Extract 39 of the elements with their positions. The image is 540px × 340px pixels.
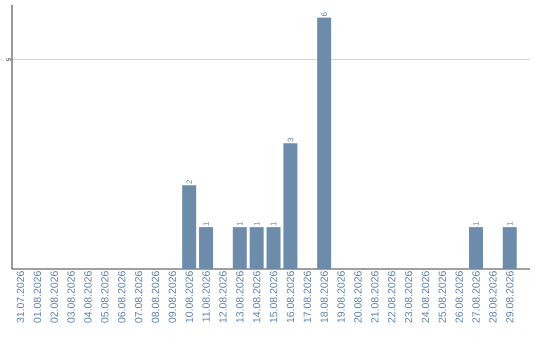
x-tick-label: 27.08.2026 bbox=[472, 271, 480, 323]
x-tick-label: 10.08.2026 bbox=[185, 271, 193, 322]
x-tick-label: 20.08.2026 bbox=[354, 271, 362, 323]
x-tick-label: 28.08.2026 bbox=[489, 271, 497, 323]
x-tick-label: 16.08.2026 bbox=[286, 271, 294, 322]
x-tick-label: 09.08.2026 bbox=[168, 271, 176, 323]
x-tick-label: 07.08.2026 bbox=[134, 271, 142, 323]
bar bbox=[232, 227, 247, 269]
x-tick-label: 15.08.2026 bbox=[270, 271, 278, 322]
bar bbox=[266, 227, 281, 269]
x-tick-label: 17.08.2026 bbox=[304, 271, 311, 322]
bar bbox=[182, 185, 196, 269]
x-tick-label: 11.08.2026 bbox=[202, 271, 210, 322]
x-tick-label: 13.08.2026 bbox=[236, 271, 244, 322]
x-tick-label: 06.08.2026 bbox=[118, 271, 126, 323]
x-tick-label: 22.08.2026 bbox=[388, 271, 396, 323]
bar bbox=[469, 227, 484, 269]
x-tick-label: 26.08.2026 bbox=[455, 271, 463, 323]
bar bbox=[502, 227, 517, 269]
x-tick-label: 31.07.2026 bbox=[16, 271, 24, 323]
x-tick-label: 23.08.2026 bbox=[404, 271, 412, 323]
x-tick-label: 29.08.2026 bbox=[506, 271, 514, 323]
x-tick-label: 03.08.2026 bbox=[67, 271, 75, 323]
bar bbox=[317, 18, 332, 269]
x-tick-label: 19.08.2026 bbox=[337, 271, 345, 322]
x-tick-label: 02.08.2026 bbox=[50, 271, 58, 323]
bar bbox=[199, 227, 214, 269]
bar bbox=[250, 227, 264, 269]
x-tick-label: 14.08.2026 bbox=[252, 271, 260, 322]
bar bbox=[283, 143, 298, 269]
x-tick-label: 24.08.2026 bbox=[422, 271, 430, 323]
x-tick-label: 21.08.2026 bbox=[371, 271, 378, 323]
x-tick-label: 05.08.2026 bbox=[101, 271, 109, 323]
x-tick-label: 04.08.2026 bbox=[84, 271, 92, 323]
x-tick-label: 01.08.2026 bbox=[34, 271, 42, 323]
x-tick-label: 12.08.2026 bbox=[219, 271, 227, 322]
x-tick-label: 18.08.2026 bbox=[320, 271, 328, 322]
x-tick-label: 08.08.2026 bbox=[152, 271, 160, 323]
x-tick-label: 25.08.2026 bbox=[438, 271, 446, 323]
